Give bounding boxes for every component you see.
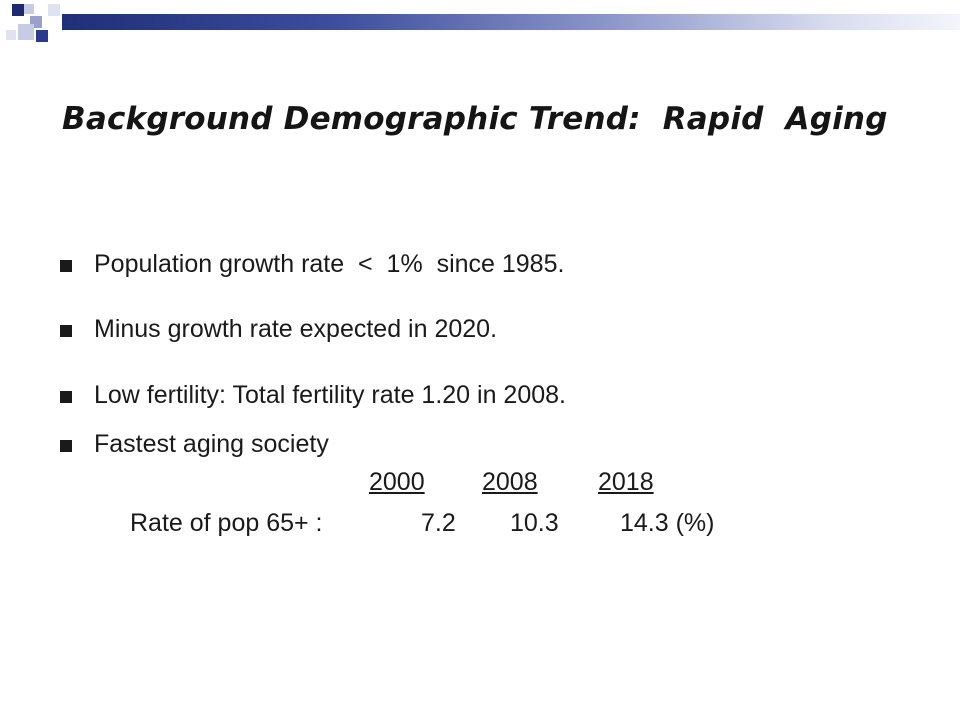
- header-gradient-bar: [62, 14, 960, 30]
- bullet-text: Population growth rate < 1% since 1985.: [94, 250, 565, 278]
- rate-value: 14.3 (%): [620, 509, 715, 537]
- year-header: 2008: [482, 468, 538, 496]
- square-bullet-icon: [60, 325, 72, 337]
- bullet-item: Low fertility: Total fertility rate 1.20…: [60, 381, 566, 497]
- rate-value: 7.2: [421, 509, 456, 537]
- bullet-text: Fastest aging society: [94, 430, 329, 458]
- slide-title: Background Demographic Trend: Rapid Agin…: [62, 101, 888, 137]
- square-bullet-icon: [60, 260, 72, 272]
- rate-row-label: Rate of pop 65+ :: [130, 509, 323, 537]
- decor-square: [12, 4, 24, 16]
- square-bullet-icon: [60, 440, 72, 452]
- decor-square: [36, 30, 48, 42]
- year-header: 2018: [598, 468, 654, 496]
- decor-square: [48, 4, 60, 16]
- bullet-item: Minus growth rate expected in 2020.: [60, 315, 497, 431]
- decor-square: [24, 4, 34, 14]
- rate-value: 10.3: [510, 509, 559, 537]
- square-bullet-icon: [60, 391, 72, 403]
- decor-square: [18, 24, 34, 40]
- year-header: 2000: [369, 468, 425, 496]
- bullet-item: Fastest aging society: [60, 430, 329, 546]
- decor-square: [6, 30, 16, 40]
- bullet-text: Low fertility: Total fertility rate 1.20…: [94, 381, 566, 409]
- bullet-item: Population growth rate < 1% since 1985.: [60, 250, 564, 366]
- bullet-text: Minus growth rate expected in 2020.: [94, 315, 498, 343]
